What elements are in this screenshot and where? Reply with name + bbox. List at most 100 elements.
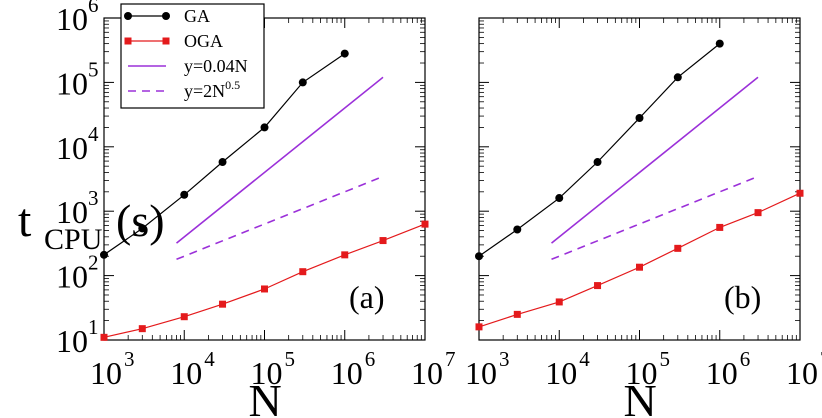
data-point [594, 282, 602, 290]
data-point [555, 194, 564, 203]
y-tick-label: 10 [56, 323, 88, 359]
data-point [635, 114, 644, 123]
x-tick-label-exponent: 3 [499, 347, 510, 371]
data-point [219, 300, 227, 308]
data-point [716, 223, 724, 231]
data-point [138, 325, 146, 333]
x-tick-label: 10 [706, 355, 738, 391]
data-point [218, 158, 227, 167]
data-point [379, 237, 387, 245]
x-axis-label: N [249, 375, 282, 418]
x-tick-label-exponent: 4 [579, 347, 590, 371]
series-ga [100, 49, 349, 259]
series-line [176, 175, 384, 261]
series-line [478, 43, 721, 257]
legend-label: GA [184, 6, 210, 26]
x-tick-label: 10 [170, 355, 202, 391]
x-tick-label: 10 [90, 355, 122, 391]
panel-b: 103104105106107N(b) [465, 17, 822, 418]
data-point [260, 123, 269, 132]
x-tick-label: 10 [626, 355, 658, 391]
data-point [513, 225, 522, 234]
x-tick-label: 10 [786, 355, 818, 391]
panel-label: (b) [724, 279, 761, 315]
y-tick-label: 10 [56, 65, 88, 101]
series-ga [475, 39, 724, 261]
y-axis-label: t CPU (s) [18, 194, 165, 256]
data-point [340, 49, 349, 58]
series-y-2n-0-5 [551, 175, 759, 261]
x-tick-label-exponent: 7 [445, 347, 456, 371]
y-tick-label-exponent: 5 [88, 57, 99, 81]
data-point [100, 250, 108, 259]
x-tick-label: 10 [411, 355, 443, 391]
data-point [100, 333, 108, 341]
legend-label-exponent: 0.5 [225, 78, 240, 92]
data-point [673, 73, 682, 82]
data-point [261, 285, 268, 293]
data-point [674, 244, 682, 252]
data-point [513, 310, 521, 318]
data-point [180, 190, 189, 199]
x-tick-label-exponent: 3 [124, 347, 135, 371]
data-point [180, 313, 188, 321]
series-oga [100, 220, 429, 341]
legend-entry: OGA [124, 31, 223, 51]
x-tick-label-exponent: 4 [204, 347, 215, 371]
y-tick-label-exponent: 4 [88, 122, 99, 146]
data-point [555, 298, 563, 306]
series-oga [475, 189, 804, 331]
series-line [551, 175, 759, 261]
x-tick-label: 10 [545, 355, 577, 391]
y-tick-label: 10 [56, 1, 88, 37]
y-tick-label: 10 [56, 194, 88, 230]
x-tick-label-exponent: 7 [820, 347, 822, 371]
series-y-0-04n [550, 76, 759, 244]
x-tick-label: 10 [251, 355, 283, 391]
data-point [421, 220, 429, 228]
x-tick-label: 10 [331, 355, 363, 391]
legend-entry: GA [124, 6, 210, 26]
data-point [341, 251, 349, 259]
series-line [175, 76, 384, 244]
data-point [593, 158, 602, 167]
x-tick-label: 10 [465, 355, 497, 391]
y-tick-label-exponent: 3 [88, 186, 99, 210]
series-y-0-04n [175, 76, 384, 244]
x-tick-label-exponent: 5 [285, 347, 296, 371]
panel-label: (a) [349, 279, 385, 315]
panel-a: 10 3 10 4 10 5 10 6 10 710 110 210 310 410 510 6N(a) [56, 0, 456, 418]
x-axis-label: N [624, 375, 657, 418]
data-point [138, 224, 147, 233]
data-point [754, 209, 762, 217]
legend-label: OGA [184, 31, 223, 51]
data-point [475, 252, 483, 261]
legend-entry: y=0.04N [128, 56, 248, 76]
data-point [715, 39, 724, 48]
x-tick-label-exponent: 6 [740, 347, 751, 371]
x-tick-label-exponent: 5 [660, 347, 671, 371]
legend-marker [124, 37, 132, 45]
y-tick-label-exponent: 2 [88, 251, 99, 275]
y-tick-label: 10 [56, 130, 88, 166]
y-axis-label-sub: CPU [44, 223, 103, 256]
ticks [478, 17, 801, 341]
y-axis-label-unit: (s) [116, 195, 165, 246]
y-tick-label: 10 [56, 259, 88, 295]
y-tick-label-exponent: 1 [88, 315, 99, 339]
legend-label: y=0.04N [184, 56, 248, 76]
legend-marker [162, 12, 170, 20]
legend-marker [124, 12, 132, 20]
data-point [796, 189, 804, 197]
series-y-2n-0-5 [176, 175, 384, 261]
legend-marker [162, 37, 170, 45]
data-point [298, 78, 307, 87]
panels: 10 3 10 4 10 5 10 6 10 710 110 210 310 410 510 6N(a)10 3… [56, 0, 822, 418]
data-point [299, 268, 307, 276]
data-point [475, 323, 483, 331]
y-axis-label-main: t [18, 194, 32, 247]
x-tick-label-exponent: 6 [365, 347, 376, 371]
series-line [550, 76, 759, 244]
